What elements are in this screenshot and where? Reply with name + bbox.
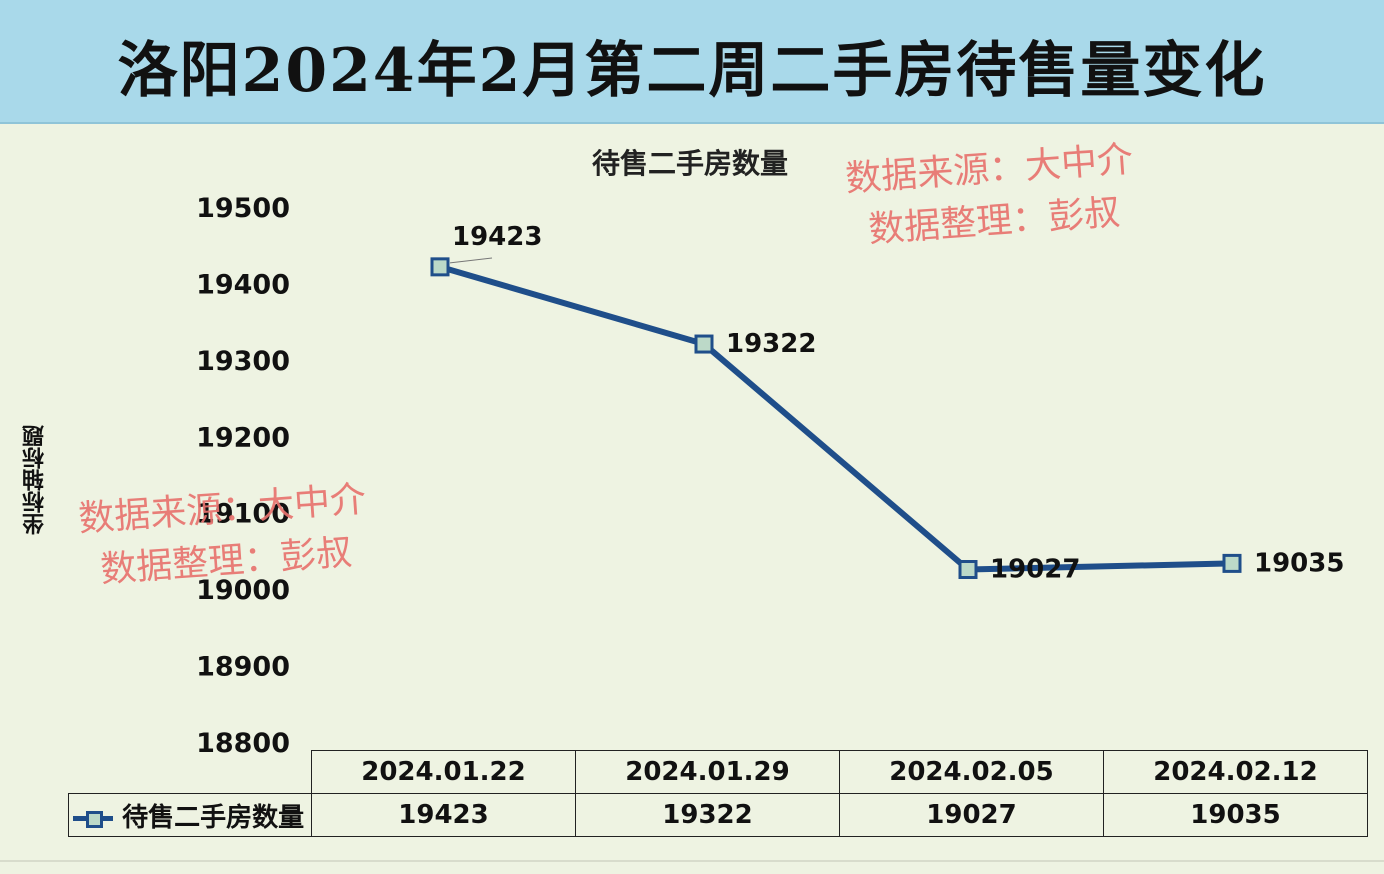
data-label: 19423 (452, 222, 542, 252)
table-category: 2024.02.12 (1103, 750, 1368, 794)
table-corner (68, 750, 312, 794)
label-leader-line (449, 257, 493, 264)
y-tick-label: 19400 (196, 269, 290, 300)
table-cell: 19322 (575, 793, 840, 837)
banner-title: 洛阳2024年2月第二周二手房待售量变化 (117, 36, 1267, 106)
title-banner: 洛阳2024年2月第二周二手房待售量变化 (0, 0, 1384, 124)
data-table: 2024.01.22 2024.01.29 2024.02.05 2024.02… (68, 750, 1368, 837)
chart-title: 待售二手房数量 (591, 147, 788, 180)
data-point (694, 334, 714, 354)
data-label: 19035 (1254, 548, 1344, 578)
footer-divider (0, 860, 1384, 862)
data-point (958, 560, 978, 580)
y-tick-label: 19200 (196, 422, 290, 453)
series-line (439, 263, 1233, 573)
data-label: 19027 (990, 555, 1080, 585)
table-cell: 19027 (839, 793, 1104, 837)
table-cell: 19035 (1103, 793, 1368, 837)
legend-label: 待售二手房数量 (122, 802, 305, 833)
table-header-row: 2024.01.22 2024.01.29 2024.02.05 2024.02… (68, 750, 1368, 794)
table-category: 2024.01.29 (575, 750, 840, 794)
data-point (430, 257, 450, 277)
table-cell: 19423 (311, 793, 576, 837)
data-labels: 19423 19322 19027 19035 (452, 222, 1344, 585)
table-category: 2024.01.22 (311, 750, 576, 794)
y-tick-label: 19300 (196, 346, 290, 377)
legend-marker-icon (73, 808, 113, 828)
y-tick-label: 19100 (196, 499, 290, 530)
series-layer (430, 257, 1242, 580)
y-tick-label: 19000 (196, 575, 290, 606)
y-tick-label: 18900 (196, 652, 290, 683)
data-point (1222, 553, 1242, 573)
plot-area (0, 124, 1384, 864)
table-row: 待售二手房数量 19423 19322 19027 19035 (68, 793, 1368, 837)
y-tick-label: 19500 (196, 193, 290, 224)
table-category: 2024.02.05 (839, 750, 1104, 794)
data-label: 19322 (726, 329, 816, 359)
legend-entry: 待售二手房数量 (68, 793, 312, 837)
